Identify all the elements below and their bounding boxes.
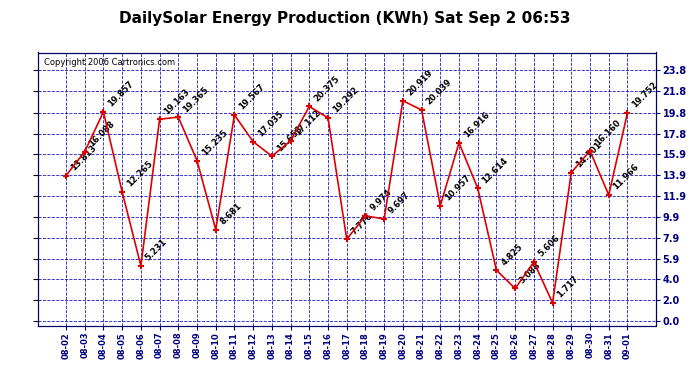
Text: 16.160: 16.160: [593, 118, 622, 148]
Text: 20.375: 20.375: [312, 74, 342, 103]
Text: 19.292: 19.292: [331, 86, 360, 115]
Text: 12.614: 12.614: [480, 156, 510, 185]
Text: 20.039: 20.039: [424, 78, 453, 107]
Text: 17.035: 17.035: [256, 109, 285, 138]
Text: DailySolar Energy Production (KWh) Sat Sep 2 06:53: DailySolar Energy Production (KWh) Sat S…: [119, 11, 571, 26]
Text: 19.163: 19.163: [162, 87, 192, 116]
Text: 20.919: 20.919: [406, 68, 435, 98]
Text: 13.813: 13.813: [69, 143, 98, 172]
Text: 10.957: 10.957: [443, 173, 472, 202]
Text: 11.966: 11.966: [611, 162, 641, 192]
Text: 5.231: 5.231: [144, 237, 169, 263]
Text: 5.606: 5.606: [537, 234, 562, 259]
Text: 19.857: 19.857: [106, 80, 135, 109]
Text: 19.567: 19.567: [237, 82, 266, 112]
Text: 17.112: 17.112: [293, 108, 323, 138]
Text: 19.752: 19.752: [630, 81, 660, 110]
Text: 4.825: 4.825: [500, 242, 524, 267]
Text: Copyright 2006 Cartronics.com: Copyright 2006 Cartronics.com: [44, 58, 175, 67]
Text: 15.653: 15.653: [275, 124, 304, 153]
Text: 7.776: 7.776: [350, 211, 375, 236]
Text: 9.974: 9.974: [368, 188, 393, 213]
Text: 16.088: 16.088: [88, 119, 117, 148]
Text: 9.697: 9.697: [387, 191, 412, 216]
Text: 1.717: 1.717: [555, 274, 580, 300]
Text: 16.916: 16.916: [462, 110, 491, 140]
Text: 12.265: 12.265: [125, 159, 155, 189]
Text: 8.681: 8.681: [219, 201, 244, 226]
Text: 3.088: 3.088: [518, 260, 543, 285]
Text: 14.101: 14.101: [574, 140, 604, 170]
Text: 15.235: 15.235: [200, 128, 229, 158]
Text: 19.365: 19.365: [181, 85, 210, 114]
